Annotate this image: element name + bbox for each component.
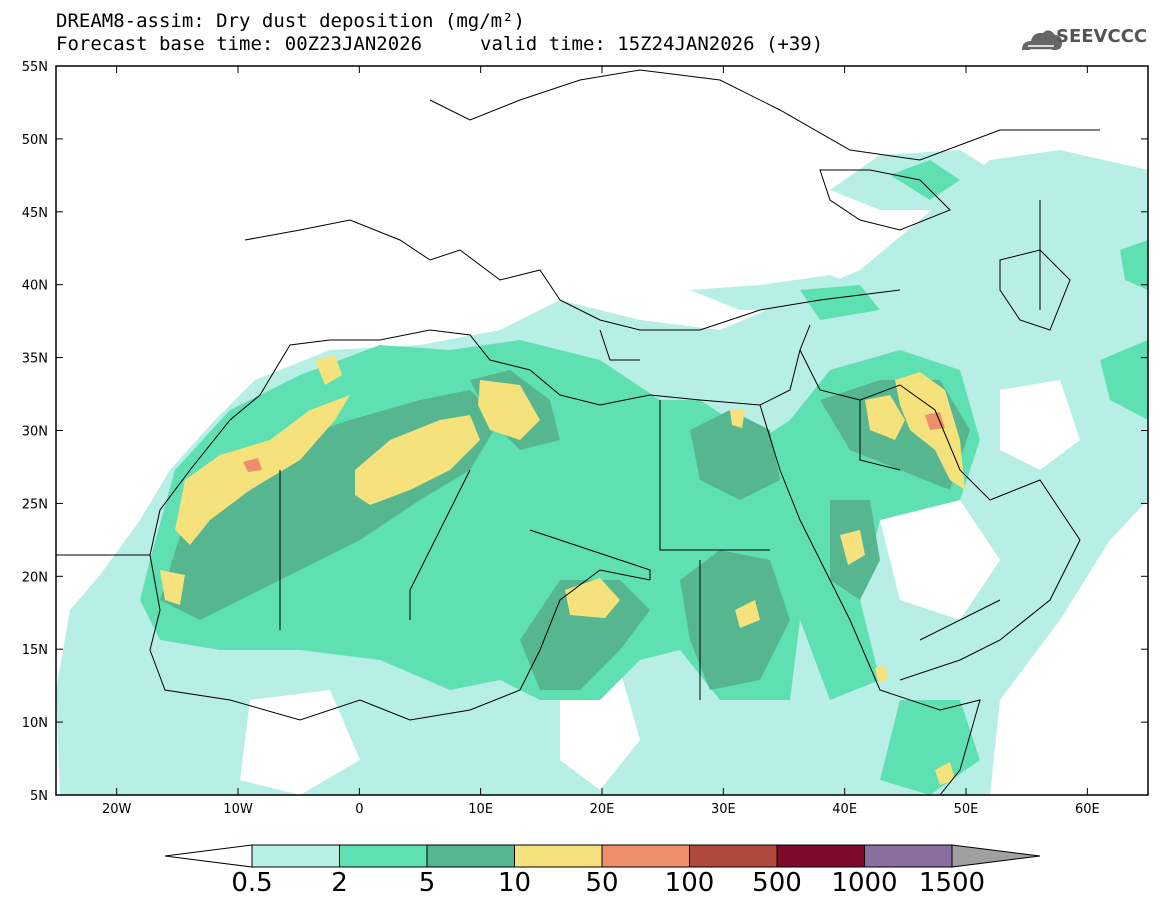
colorbar-segment xyxy=(251,844,340,868)
colorbar-label: 2 xyxy=(331,868,348,898)
lat-label: 40N xyxy=(22,279,48,294)
dust-field xyxy=(56,66,1148,795)
colorbar-label: 50 xyxy=(585,868,619,898)
cloud-icon xyxy=(1022,30,1062,51)
lat-label: 25N xyxy=(22,497,48,512)
lon-label: 30E xyxy=(711,802,736,817)
lon-label: 10E xyxy=(468,802,493,817)
colorbar-segment xyxy=(339,844,428,868)
colorbar-label: 1500 xyxy=(918,868,986,898)
colorbar xyxy=(164,844,1041,868)
lon-label: 20W xyxy=(102,802,132,817)
lat-label: 20N xyxy=(22,570,48,585)
colorbar-under-triangle xyxy=(164,844,253,868)
colorbar-label: 1000 xyxy=(831,868,898,898)
lon-label: 0 xyxy=(355,802,363,817)
coastlines xyxy=(56,69,1100,795)
axis-ticks xyxy=(56,65,1148,796)
colorbar-label: 100 xyxy=(664,868,715,898)
colorbar-label: 500 xyxy=(752,868,802,898)
lon-label: 50E xyxy=(954,802,979,817)
longitude-labels: 20W 10W 0 10E 20E 30E 40E 50E 60E xyxy=(102,802,1100,817)
colorbar-label: 0.5 xyxy=(231,868,273,898)
lon-label: 10W xyxy=(223,802,253,817)
valid-time: valid time: 15Z24JAN2026 (+39) xyxy=(480,33,824,55)
colorbar-segment xyxy=(601,844,690,868)
lat-label: 5N xyxy=(30,789,48,804)
colorbar-segment xyxy=(689,844,778,868)
forecast-base-time: Forecast base time: 00Z23JAN2026 xyxy=(56,33,423,55)
logo-text: SEEVCCC xyxy=(1056,26,1148,47)
lat-label: 55N xyxy=(22,60,48,75)
lon-label: 40E xyxy=(832,802,857,817)
colorbar-segment xyxy=(426,844,515,868)
lat-label: 30N xyxy=(22,425,48,440)
lat-label: 35N xyxy=(22,352,48,367)
colorbar-over-triangle xyxy=(951,844,1041,868)
colorbar-label: 10 xyxy=(497,868,532,898)
colorbar-label: 5 xyxy=(418,868,436,898)
colorbar-segment xyxy=(514,844,603,868)
colorbar-segment xyxy=(864,844,953,868)
chart-title: DREAM8-assim: Dry dust deposition (mg/m²… xyxy=(56,10,525,32)
lon-label: 20E xyxy=(590,802,615,817)
lat-label: 15N xyxy=(22,643,48,658)
latitude-labels: 55N 50N 45N 40N 35N 30N 25N 20N 15N 10N 5N xyxy=(22,60,48,804)
lat-label: 45N xyxy=(22,206,48,221)
lon-label: 60E xyxy=(1075,802,1100,817)
lat-label: 50N xyxy=(22,133,48,148)
lat-label: 10N xyxy=(22,716,48,731)
colorbar-segment xyxy=(776,844,865,868)
